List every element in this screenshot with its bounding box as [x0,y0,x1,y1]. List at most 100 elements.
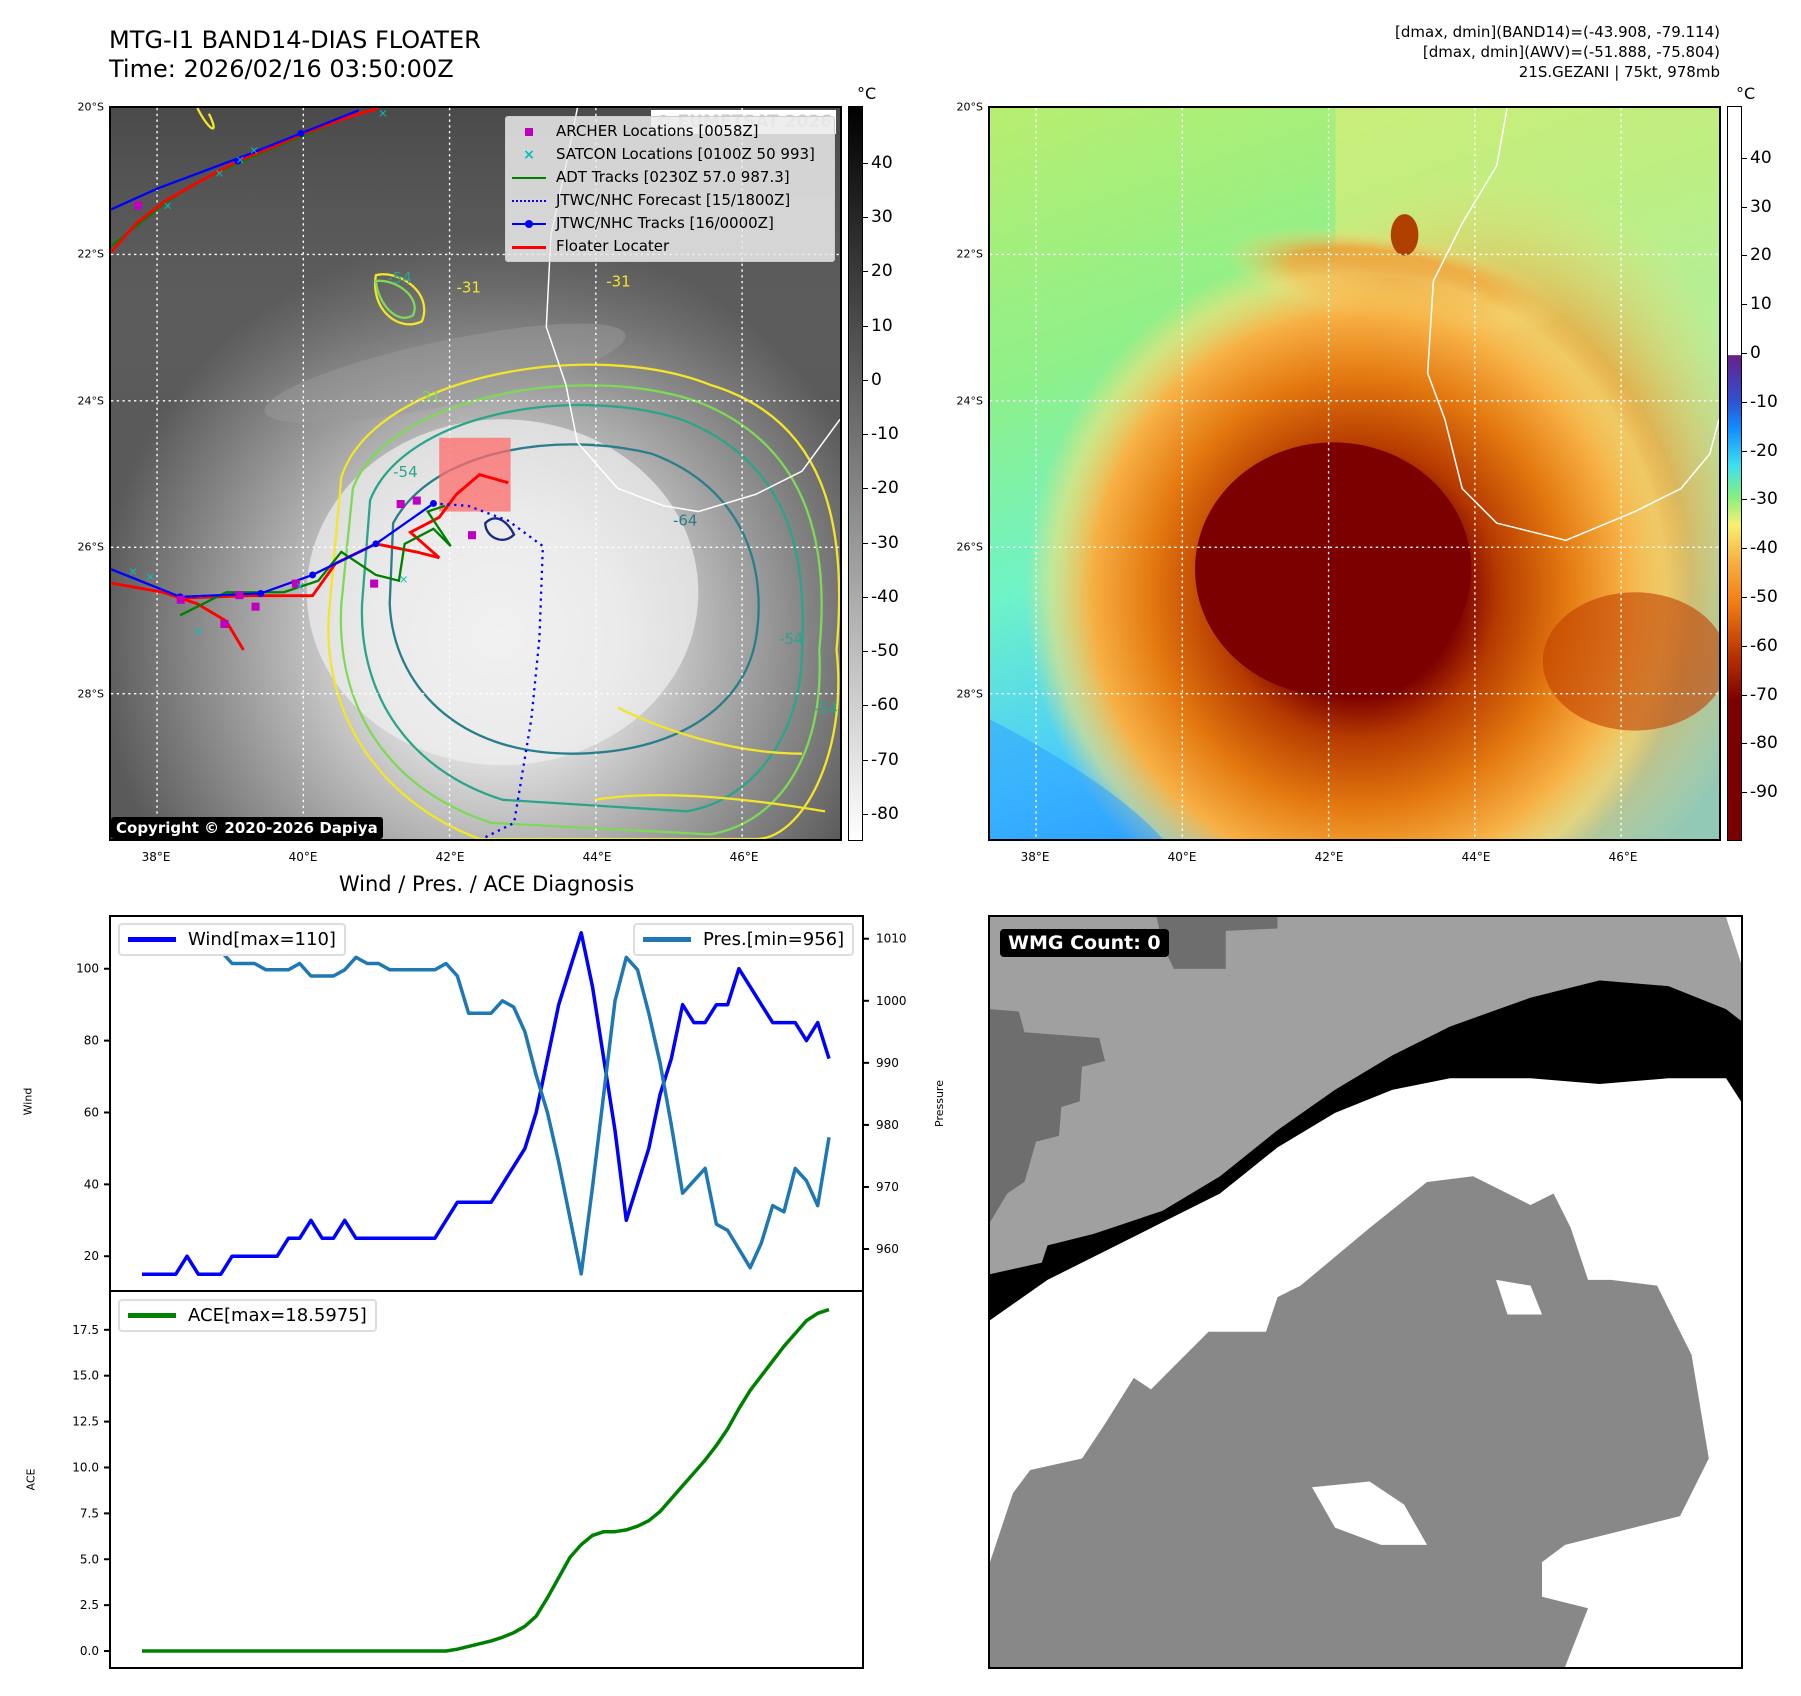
stats-header: [dmax, dmin](BAND14)=(-43.908, -79.114) … [1395,22,1720,82]
contour-label: -31 [606,273,630,291]
axis-tick-label: 7.5 [80,1506,99,1520]
lat-tick-label: 24°S [77,394,104,408]
colorbar-tick [1741,645,1747,647]
legend-label: Pres.[min=956] [703,929,845,950]
axis-tick-label: 5.0 [80,1552,99,1566]
colorbar-tick [862,651,868,653]
wind-axis-label: Wind [21,1087,35,1116]
contour-label: -31 [416,388,440,406]
axis-tick-label: 15.0 [72,1369,99,1383]
colorbar-tick-label: -80 [871,803,899,824]
axis-tick-label: 990 [876,1056,899,1070]
colorbar-tick-label: -50 [1750,586,1778,607]
wind-legend: Wind[max=110] [118,923,346,956]
lon-tick-label: 44°E [1461,850,1491,864]
series-line-1 [142,936,831,1276]
colorbar-tick [1741,401,1747,403]
svg-text:×: × [399,572,409,586]
ir-colorbar-unit: °C [857,84,877,103]
colorbar-tick-label: -40 [1750,538,1778,559]
band14-stats: [dmax, dmin](BAND14)=(-43.908, -79.114) [1395,23,1720,41]
colorbar-tick-label: -80 [1750,733,1778,754]
colorbar-tick-label: 0 [871,369,882,390]
axis-tick-label: 1010 [876,932,907,946]
colorbar-tick-label: -10 [871,424,899,445]
axis-tick-label: 2.5 [80,1598,99,1612]
legend-label: ARCHER Locations [0058Z] [556,122,759,140]
colorbar-tick [1741,157,1747,159]
axis-tick-label: 80 [84,1034,99,1048]
svg-text:×: × [249,143,259,157]
lon-tick-label: 42°E [1314,850,1344,864]
svg-text:×: × [295,579,305,593]
ir-colorbar: 40 30 20 10 0 -10 -20 -30 -40 -50 -60 -70 -80 [848,106,899,841]
colorbar-tick [862,705,868,707]
lon-tick-label: 42°E [435,850,465,864]
colorbar-tick [1741,352,1747,354]
legend-label: ACE[max=18.5975] [188,1305,367,1326]
ace-legend: ACE[max=18.5975] [118,1299,377,1332]
colorbar-tick-label: -20 [871,478,899,499]
colorbar-tick-label: -70 [871,749,899,770]
awv-map [988,106,1721,841]
line-icon [643,937,691,942]
colorbar-tick [1741,450,1747,452]
awv-colorbar: 40 30 20 10 0 -10 -20 -30 -40 -50 -60 -70 -80 -90 [1727,106,1778,841]
contour-label: -54 [387,269,411,287]
diagnosis-title: Wind / Pres. / ACE Diagnosis [338,872,635,896]
colorbar-tick-label: 20 [871,261,893,282]
colorbar-tick-label: 40 [1750,147,1772,168]
line-icon [512,171,546,185]
svg-text:×: × [146,570,156,584]
series-line-0 [142,931,831,1276]
colorbar-tick [862,596,868,598]
lat-tick-label: 28°S [956,687,983,701]
colorbar-tick [1741,206,1747,208]
jtwc-track [111,502,435,599]
legend-jtwc-forecast: JTWC/NHC Forecast [15/1800Z] [512,189,828,212]
legend-label: JTWC/NHC Tracks [16/0000Z] [556,214,774,232]
svg-text:×: × [235,152,245,166]
lon-tick-label: 46°E [1608,850,1638,864]
lat-tick-label: 20°S [77,100,104,114]
chart-canvas: 0.0 2.5 5.0 7.5 10.0 12.5 15.0 17.5 [72,1307,830,1658]
lat-tick-label: 26°S [956,540,983,554]
coastline [1426,108,1719,542]
line-icon [512,240,546,254]
legend-label: JTWC/NHC Forecast [15/1800Z] [556,191,791,209]
colorbar-tick-label: 30 [1750,196,1772,217]
lat-tick-label: 24°S [956,394,983,408]
axis-tick-label: 970 [876,1180,899,1194]
colorbar-tick [862,217,868,219]
x-marker-icon: × [523,146,535,163]
axis-tick-label: 960 [876,1242,899,1256]
dotted-line-icon [512,194,546,208]
colorbar-tick-label: -70 [1750,684,1778,705]
contour-label: -54 [779,630,803,648]
axis-tick-label: 40 [84,1177,99,1191]
awv-stats: [dmax, dmin](AWV)=(-51.888, -75.804) [1422,43,1720,61]
lon-tick-label: 38°E [1020,850,1050,864]
chart-canvas: 20 40 60 80 100 960 970 980 990 1000 1010 [76,931,907,1276]
svg-text:×: × [378,108,388,120]
legend-label: Floater Locater [556,237,670,255]
time-line: Time: 2026/02/16 03:50:00Z [109,55,454,83]
legend-floater: Floater Locater [512,235,828,258]
wind-pressure-plot: 20 40 60 80 100 960 970 980 990 1000 1010 [76,915,907,1292]
pressure-legend: Pres.[min=956] [633,923,855,956]
colorbar-tick [1741,499,1747,501]
awv-imagery [990,108,1719,839]
axis-tick-label: 980 [876,1118,899,1132]
svg-text:×: × [163,198,173,212]
colorbar-tick-label: 20 [1750,245,1772,266]
lon-tick-label: 40°E [1167,850,1197,864]
colorbar-tick [1741,694,1747,696]
axis-tick-label: 60 [84,1105,99,1119]
jtwc-track [111,109,360,211]
gridlines [990,108,1719,839]
awv-colorbar-unit: °C [1736,84,1756,103]
wmg-panel: WMG Count: 0 [988,915,1743,1669]
colorbar-tick-label: -60 [1750,635,1778,656]
floater-track [180,473,509,600]
copyright-label: Copyright © 2020-2026 Dapiya [111,817,383,839]
